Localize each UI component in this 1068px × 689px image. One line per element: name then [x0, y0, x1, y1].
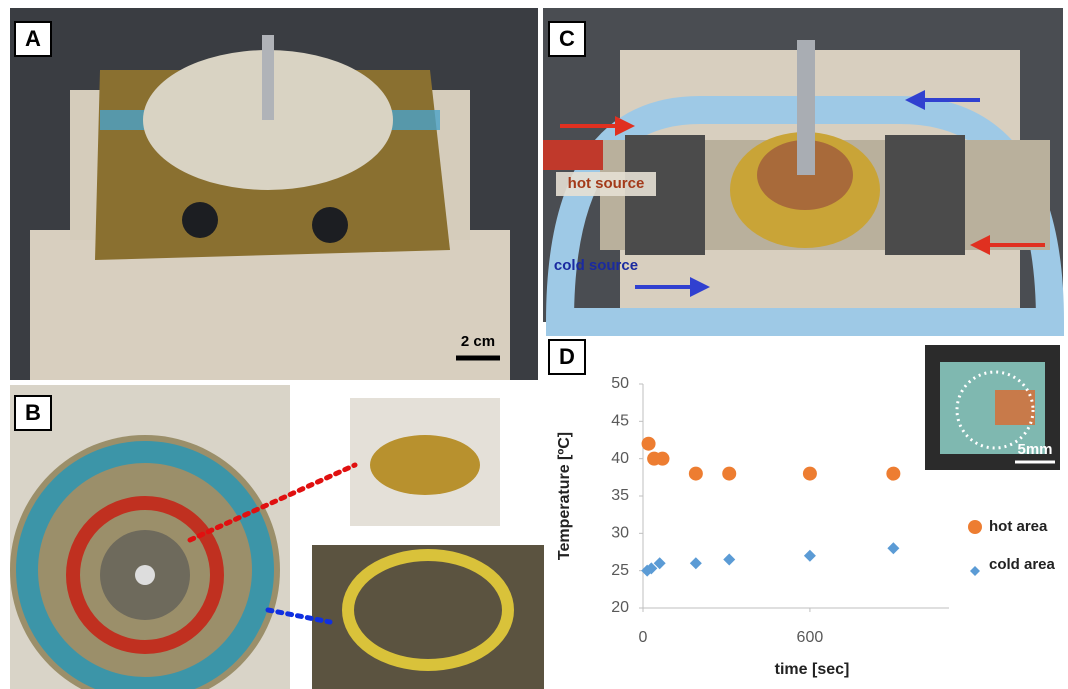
x-tick-label: 0: [639, 629, 648, 646]
y-tick-label: 40: [611, 450, 629, 467]
data-point: [642, 437, 656, 451]
x-axis-label: time [sec]: [775, 661, 850, 678]
data-point: [722, 467, 736, 481]
data-point: [723, 553, 735, 565]
magnet: [182, 202, 218, 238]
data-point: [804, 550, 816, 562]
data-point: [886, 467, 900, 481]
data-point: [690, 557, 702, 569]
hot-pipe: [543, 140, 603, 170]
panel-label: D: [559, 344, 575, 369]
scale-label: 2 cm: [461, 333, 495, 350]
data-point: [689, 467, 703, 481]
panel-label: A: [25, 26, 41, 51]
y-tick-label: 45: [611, 413, 629, 430]
photo-c: hot source cold source: [543, 8, 1063, 322]
legend-label: cold area: [989, 556, 1056, 573]
clamp: [885, 135, 965, 255]
data-point: [803, 467, 817, 481]
y-tick-label: 30: [611, 525, 629, 542]
data-point: [655, 452, 669, 466]
photo-a: 2 cm: [10, 8, 538, 380]
brass-ring: [370, 435, 480, 495]
panel-label: B: [25, 400, 41, 425]
y-tick-label: 25: [611, 562, 629, 579]
y-axis-label: Temperature [ºC]: [556, 432, 573, 560]
shaft: [262, 35, 274, 120]
data-point: [887, 542, 899, 554]
panel-label: C: [559, 26, 575, 51]
legend-marker: [968, 520, 982, 534]
legend-marker: [970, 566, 980, 576]
y-tick-label: 50: [611, 375, 629, 392]
legend-label: hot area: [989, 518, 1048, 535]
y-tick-label: 35: [611, 487, 629, 504]
hot-source-label: hot source: [568, 175, 645, 192]
photo-b: [10, 385, 544, 689]
cold-source-label: cold source: [554, 257, 638, 274]
scale-label: 5mm: [1017, 441, 1052, 458]
x-tick-label: 600: [797, 629, 824, 646]
y-tick-label: 20: [611, 599, 629, 616]
figure: 2 cm hot source cold source: [0, 0, 1068, 689]
shaft: [797, 40, 815, 175]
inset-d: 5mm: [925, 345, 1060, 470]
shaft: [135, 565, 155, 585]
magnet: [312, 207, 348, 243]
